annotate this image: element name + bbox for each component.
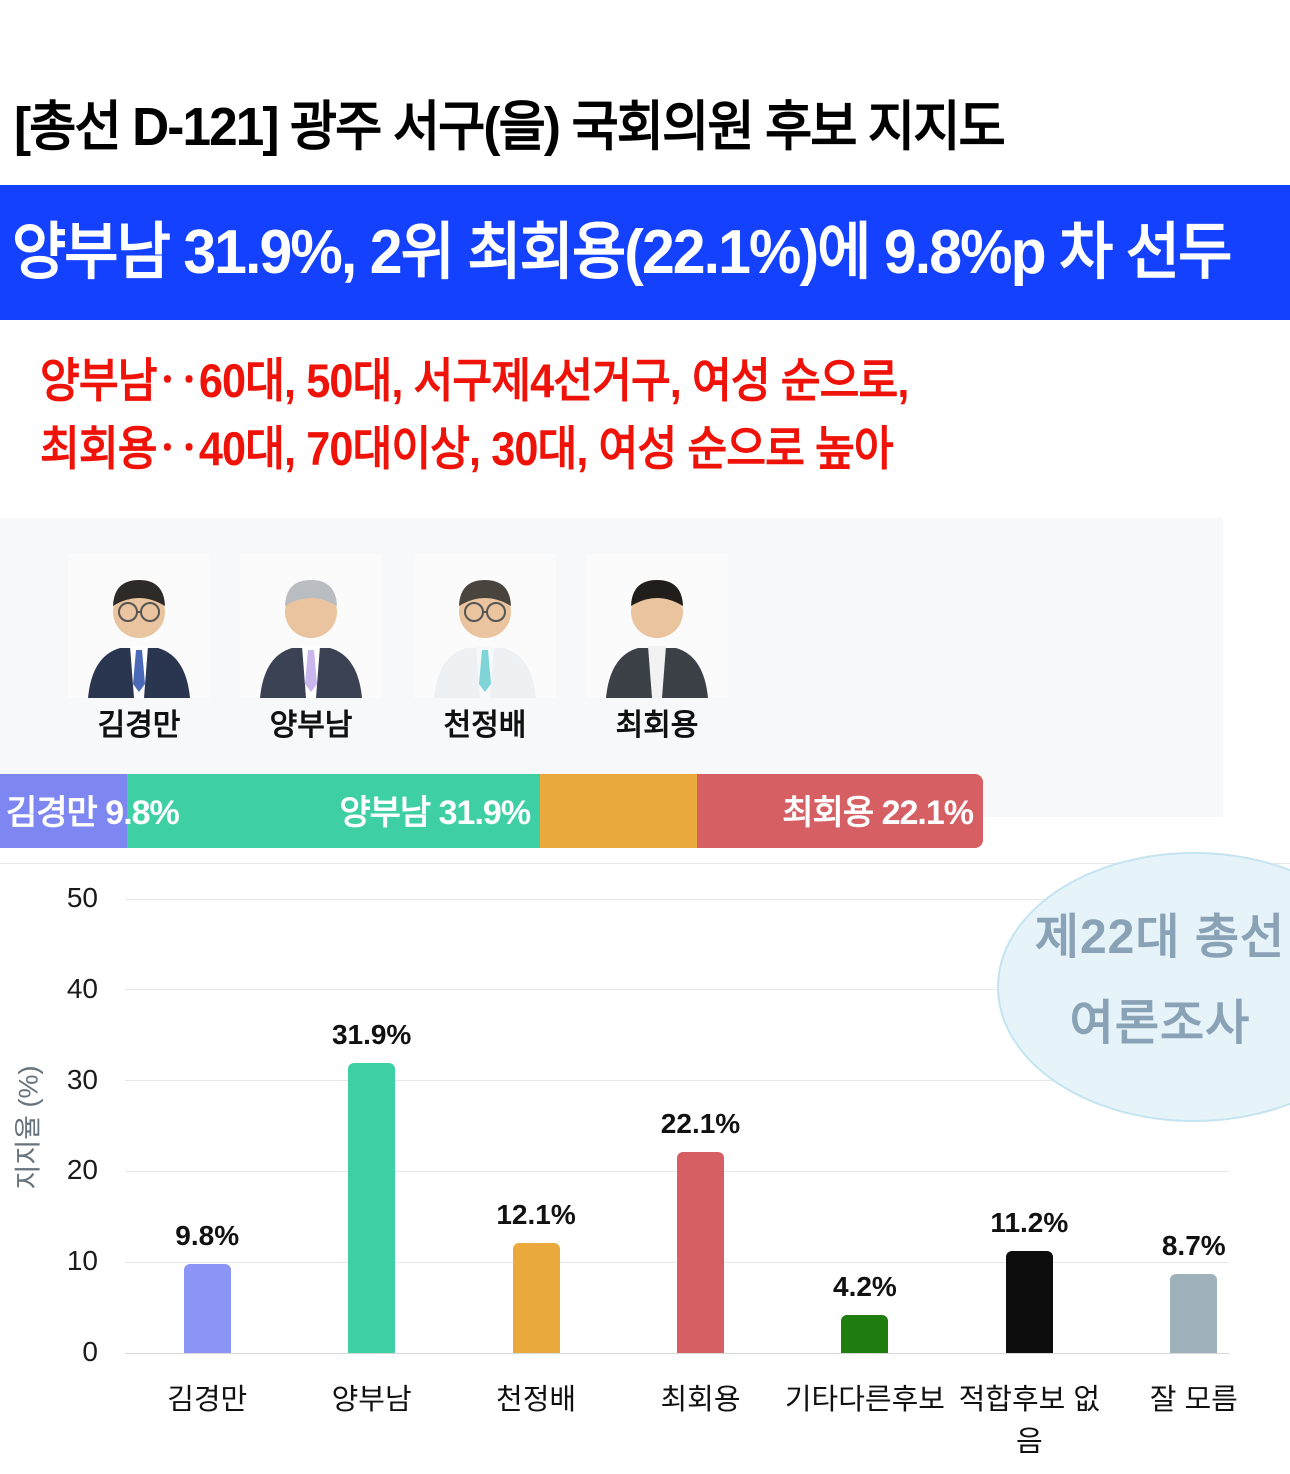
person-avatar-icon <box>586 554 728 698</box>
subheadline-line-1: 양부남‥60대, 50대, 서구제4선거구, 여성 순으로, <box>40 354 909 407</box>
candidate-name: 최회용 <box>615 709 699 742</box>
x-axis-label: 천정배 <box>496 1384 577 1416</box>
gridline-40 <box>125 989 1229 991</box>
overview-bar-segment-label: 김경만 9.8% <box>6 794 180 832</box>
x-axis-label: 적합후보 없음 <box>958 1384 1101 1458</box>
page-title: [총선 D-121] 광주 서구(을) 국회의원 후보 지지도 <box>14 97 1006 157</box>
candidate-name: 김경만 <box>97 709 181 742</box>
x-axis-label: 최회용 <box>660 1384 741 1416</box>
person-avatar-icon <box>240 554 382 698</box>
y-tick-label: 50 <box>66 882 98 913</box>
x-axis-label: 기타다른후보 <box>784 1384 945 1416</box>
section-divider <box>0 863 1290 864</box>
candidate-photo <box>68 554 210 698</box>
candidate-photo <box>586 554 728 698</box>
candidate-name: 양부남 <box>269 709 353 742</box>
chart-bar <box>1170 1274 1218 1353</box>
overview-bar-segment: 김경만 9.8% <box>0 774 180 848</box>
chart-bar <box>1005 1251 1053 1353</box>
headline-banner: 양부남 31.9%, 2위 최회용(22.1%)에 9.8%p 차 선두 <box>0 185 1290 320</box>
gridline-30 <box>125 1080 1229 1082</box>
person-avatar-icon <box>68 554 210 698</box>
overview-bar-segment: 양부남 31.9% <box>126 774 541 848</box>
bar-value-label: 31.9% <box>331 1019 412 1051</box>
chart-bar <box>512 1243 560 1353</box>
overview-bar-segment <box>540 774 697 848</box>
candidate-photo <box>414 554 556 698</box>
y-tick-label: 40 <box>66 972 98 1004</box>
chart-bar <box>348 1063 396 1353</box>
chart-bar <box>183 1264 231 1353</box>
bar-value-label: 12.1% <box>496 1199 576 1231</box>
bar-value-label: 11.2% <box>990 1207 1069 1239</box>
overview-bar-segment-label: 양부남 31.9% <box>339 794 531 832</box>
x-axis-label: 김경만 <box>167 1384 248 1416</box>
x-axis-label: 잘 모름 <box>1149 1384 1238 1416</box>
overview-bar-segment-label: 최회용 22.1% <box>782 794 974 832</box>
bar-value-label: 22.1% <box>660 1108 741 1140</box>
y-tick-label: 20 <box>66 1154 98 1186</box>
y-tick-label: 0 <box>82 1336 98 1367</box>
y-axis-label: 지지율 (%) <box>13 1065 44 1190</box>
x-axis-label: 양부남 <box>331 1384 412 1416</box>
watermark-text-line-2: 여론조사 <box>1069 997 1251 1050</box>
overview-bar-segment: 최회용 22.1% <box>696 774 983 848</box>
person-avatar-icon <box>414 554 556 698</box>
subheadline-line-2: 최회용‥40대, 70대이상, 30대, 여성 순으로 높아 <box>40 422 894 475</box>
support-overview-stacked-bar: 김경만 9.8% 양부남 31.9% 최회용 22.1% <box>0 774 983 848</box>
candidate-name: 천정배 <box>443 709 527 742</box>
gridline-0 <box>125 1352 1229 1354</box>
headline-banner-text: 양부남 31.9%, 2위 최회용(22.1%)에 9.8%p 차 선두 <box>12 218 1232 287</box>
bar-value-label: 8.7% <box>1161 1230 1226 1261</box>
gridline-50 <box>125 898 1229 900</box>
chart-bar <box>677 1152 724 1353</box>
bar-value-label: 9.8% <box>175 1220 240 1252</box>
candidate-photo <box>240 554 382 698</box>
bar-value-label: 4.2% <box>833 1270 897 1302</box>
y-tick-label: 30 <box>66 1063 98 1095</box>
y-tick-label: 10 <box>66 1245 98 1277</box>
chart-bar <box>841 1314 889 1353</box>
watermark-text-line-1: 제22대 총선 <box>1034 911 1286 964</box>
